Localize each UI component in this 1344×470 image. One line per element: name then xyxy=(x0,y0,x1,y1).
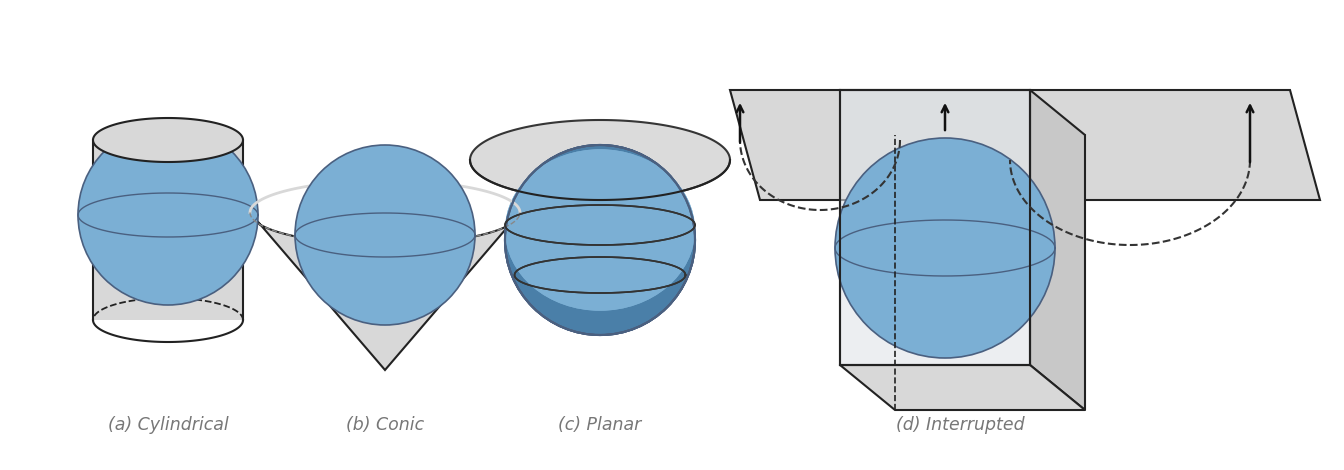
Ellipse shape xyxy=(505,149,695,311)
Polygon shape xyxy=(840,365,1085,410)
Text: (a) Cylindrical: (a) Cylindrical xyxy=(108,416,228,434)
Polygon shape xyxy=(93,140,243,320)
Polygon shape xyxy=(470,120,730,200)
Circle shape xyxy=(78,125,258,305)
Polygon shape xyxy=(93,118,243,162)
Polygon shape xyxy=(840,90,1030,365)
Polygon shape xyxy=(250,212,520,370)
Circle shape xyxy=(294,145,474,325)
Circle shape xyxy=(505,145,695,335)
Circle shape xyxy=(835,138,1055,358)
Ellipse shape xyxy=(121,127,215,153)
Polygon shape xyxy=(1030,90,1085,410)
Text: (c) Planar: (c) Planar xyxy=(558,416,641,434)
Text: (d) Interrupted: (d) Interrupted xyxy=(895,416,1024,434)
Polygon shape xyxy=(730,90,1320,200)
Text: (b) Conic: (b) Conic xyxy=(345,416,425,434)
Ellipse shape xyxy=(505,149,695,311)
Circle shape xyxy=(505,145,695,335)
